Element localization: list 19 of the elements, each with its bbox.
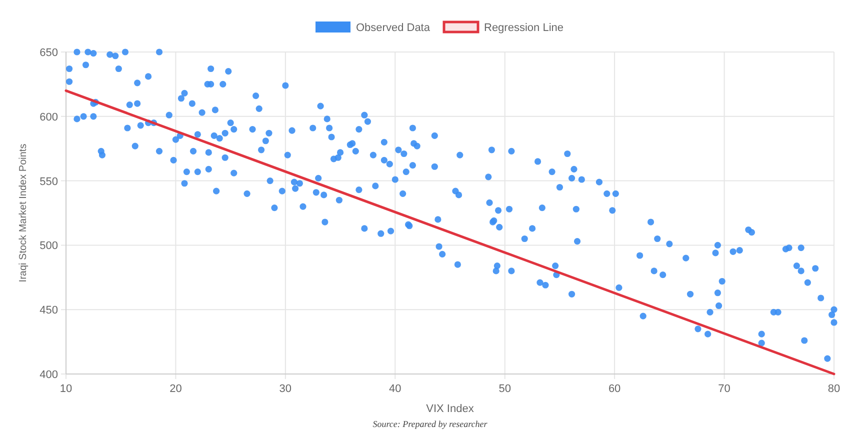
x-tick-label: 60 [608, 383, 621, 395]
x-tick-label: 40 [389, 383, 402, 395]
x-tick-label: 70 [718, 383, 730, 395]
x-axis-title: VIX Index [426, 403, 474, 415]
y-axis-title: Iraqi Stock Market Index Points [18, 144, 29, 282]
x-tick-label: 80 [828, 383, 840, 395]
y-tick-label: 600 [40, 111, 58, 124]
y-tick-label: 550 [40, 176, 58, 188]
y-tick-label: 500 [40, 240, 58, 252]
source-note: Source: Prepared by researcher [372, 419, 488, 429]
y-tick-label: 650 [40, 47, 58, 59]
x-tick-label: 30 [279, 383, 292, 395]
y-tick-label: 450 [40, 304, 58, 317]
legend-label: Regression Line [484, 22, 564, 34]
x-tick-label: 20 [170, 383, 182, 395]
y-tick-label: 400 [40, 369, 58, 381]
x-tick-label: 10 [60, 383, 72, 395]
legend-label: Observed Data [356, 22, 431, 34]
x-tick-label: 50 [498, 383, 511, 395]
